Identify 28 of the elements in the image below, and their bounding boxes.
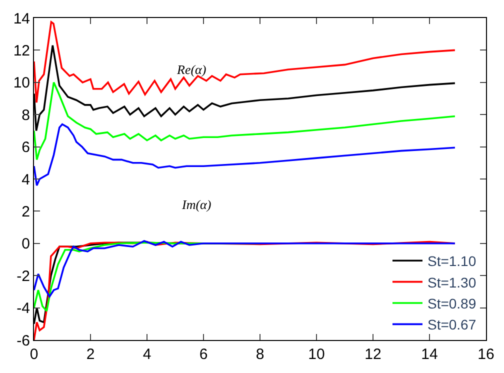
x-tick-label: 16: [478, 346, 494, 363]
x-tick-label: 8: [256, 346, 264, 363]
y-tick-label: -2: [16, 268, 30, 285]
annotation: Im(α): [181, 197, 212, 212]
y-tick-label: -4: [16, 300, 30, 318]
x-tick-label: 6: [199, 346, 208, 363]
y-tick-label: 10: [13, 74, 30, 92]
y-tick-label: 12: [13, 42, 30, 60]
legend-label: St=0.89: [427, 295, 476, 312]
x-tick-label: 10: [308, 346, 325, 363]
x-tick-label: 14: [421, 346, 438, 363]
x-tick-label: 2: [86, 346, 95, 363]
x-tick-label: 4: [142, 346, 152, 363]
y-tick-label: 0: [22, 236, 30, 253]
legend-label: St=1.10: [427, 253, 476, 270]
annotation: Re(α): [176, 62, 206, 77]
y-tick-label: 14: [13, 10, 30, 28]
legend-label: St=1.30: [427, 274, 476, 290]
y-tick-label: 6: [22, 139, 30, 156]
y-tick-label: -6: [16, 332, 30, 350]
line-series: [34, 82, 456, 161]
y-tick-label: 2: [22, 203, 30, 220]
y-tick-label: 4: [22, 171, 30, 188]
line-series: [34, 21, 456, 104]
line-series: [34, 123, 456, 186]
x-tick-label: 12: [364, 346, 382, 363]
y-tick-label: 8: [22, 106, 30, 124]
legend-label: St=0.67: [427, 316, 476, 333]
